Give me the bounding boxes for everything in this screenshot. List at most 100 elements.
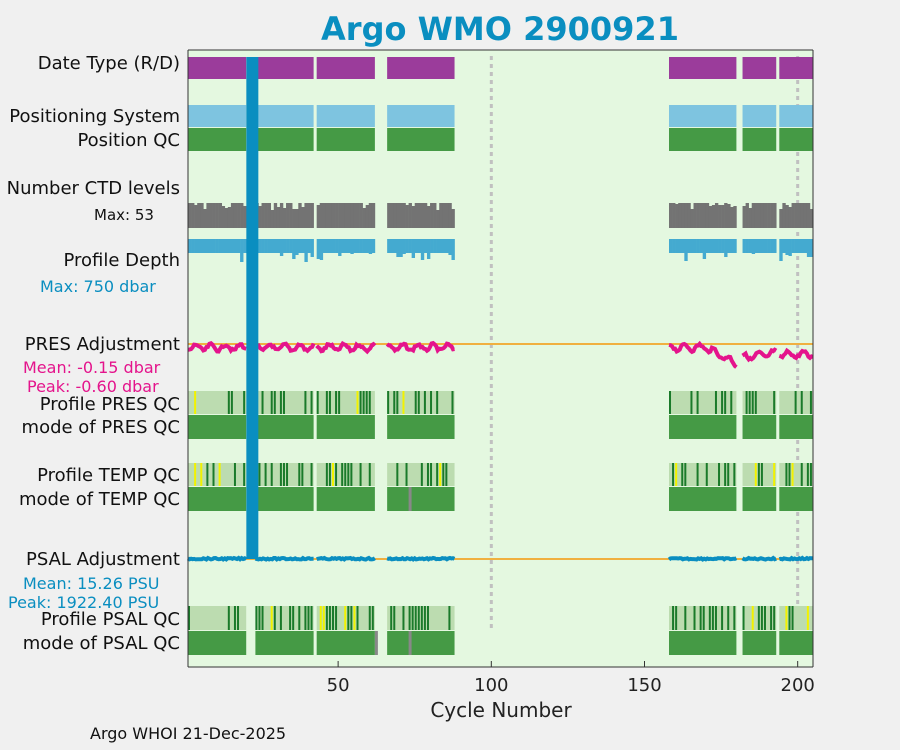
profile-pres-qc-cycle: [714, 391, 717, 414]
profile-temp-qc-cycle: [733, 463, 736, 486]
profile-depth-bar: [794, 239, 798, 253]
profile-pres-qc-cycle: [396, 391, 399, 414]
profile-psal-qc-cycle: [273, 606, 276, 630]
ctd-level-bar: [322, 203, 327, 228]
profile-pres-qc-cycle: [724, 391, 727, 414]
ctd-level-bar: [356, 203, 360, 228]
profile-psal-qc-cycle: [298, 606, 301, 630]
ctd-level-bar: [402, 203, 406, 228]
date-type-bar: [188, 57, 247, 79]
profile-depth-bar: [408, 239, 412, 253]
profile-psal-qc-cycle: [733, 606, 736, 630]
profile-depth-bar: [237, 239, 241, 253]
profile-psal-qc-cycle: [331, 606, 334, 630]
profile-temp-qc-cycle: [754, 463, 757, 486]
ctd-level-bar: [693, 203, 697, 228]
profile-depth-bar: [307, 239, 311, 253]
profile-depth-bar: [316, 239, 321, 259]
profile-pres-qc-cycle: [359, 391, 362, 414]
mode-temp-qc-bar: [387, 487, 455, 511]
label-positioning-system: Positioning System: [9, 106, 180, 127]
plot-area: [188, 50, 813, 667]
ctd-level-bar: [188, 203, 192, 228]
ctd-level-bar: [699, 203, 704, 228]
ctd-level-bar: [417, 203, 422, 228]
ctd-level-bar: [794, 203, 798, 228]
mode-psal-qc-bar: [387, 631, 455, 655]
pres-adjustment-line: [778, 347, 814, 361]
profile-psal-qc-cycle: [742, 606, 745, 630]
profile-temp-qc-cycle: [264, 463, 267, 486]
ctd-level-bar: [221, 206, 226, 228]
label-profile-psal-qc: Profile PSAL QC: [40, 609, 180, 630]
profile-temp-qc-cycle: [194, 463, 197, 486]
profile-psal-qc-cycle: [307, 606, 310, 630]
ctd-level-bar: [705, 203, 710, 228]
ctd-level-bar: [797, 203, 802, 228]
profile-depth-bar: [322, 239, 327, 253]
profile-depth-bar: [693, 239, 697, 253]
profile-depth-bar: [800, 239, 805, 253]
ctd-level-bar: [292, 209, 296, 228]
ctd-level-bar: [773, 203, 777, 228]
profile-pres-qc-cycle: [754, 391, 757, 414]
profile-psal-qc-cycle: [335, 606, 338, 630]
profile-depth-bar: [788, 239, 792, 256]
profile-depth-bar: [757, 239, 762, 253]
date-type-bar: [387, 57, 455, 79]
label-date-type: Date Type (R/D): [37, 53, 180, 74]
profile-depth-bar: [669, 239, 673, 253]
profile-depth-bar: [396, 239, 400, 257]
label-mode-psal-qc: mode of PSAL QC: [22, 633, 180, 654]
mode-temp-qc-bar: [669, 487, 737, 511]
profile-pres-qc-base: [669, 391, 737, 414]
profile-psal-qc-cycle: [390, 606, 393, 630]
ctd-level-bar: [445, 203, 449, 228]
ctd-level-bar: [420, 203, 425, 228]
ctd-level-bar: [757, 203, 762, 228]
profile-depth-bar: [672, 239, 676, 253]
profile-depth-bar: [233, 239, 238, 253]
ctd-level-bar: [745, 203, 749, 228]
profile-temp-qc-cycle: [773, 463, 776, 486]
profile-psal-qc-cycle: [426, 606, 429, 630]
profile-temp-qc-cycle: [206, 463, 209, 486]
ctd-level-bar: [344, 203, 348, 228]
x-tick-label: 150: [627, 675, 661, 696]
ctd-level-bar: [347, 203, 351, 228]
profile-temp-qc-cycle: [286, 463, 289, 486]
profile-pres-qc-cycle: [669, 391, 672, 414]
profile-depth-bar: [371, 239, 376, 253]
profile-depth-bar: [338, 239, 342, 256]
profile-depth-bar: [748, 239, 753, 253]
x-tick-label: 50: [327, 675, 350, 696]
ctd-level-bar: [227, 207, 232, 228]
profile-temp-qc-cycle: [243, 463, 246, 486]
ctd-level-bar: [727, 204, 731, 228]
profile-depth-bar: [365, 239, 370, 253]
ctd-level-bar: [721, 205, 725, 228]
profile-depth-bar: [448, 239, 452, 255]
ctd-level-bar: [218, 203, 223, 228]
ctd-level-bar: [800, 203, 805, 228]
ctd-level-bar: [325, 203, 330, 228]
ctd-level-bar: [393, 203, 397, 228]
profile-temp-qc-cycle: [350, 463, 353, 486]
profile-psal-qc-cycle: [353, 606, 356, 630]
ctd-level-bar: [433, 203, 437, 228]
ctd-level-bar: [708, 206, 713, 228]
ctd-level-bar: [678, 203, 682, 228]
profile-depth-bar: [270, 239, 275, 253]
profile-depth-bar: [417, 239, 422, 253]
profile-temp-qc-cycle: [347, 463, 350, 486]
profile-depth-bar: [292, 239, 296, 259]
ctd-level-bar: [748, 208, 753, 228]
profile-depth-bar: [203, 239, 207, 253]
profile-pres-qc-cycle: [243, 391, 246, 414]
ctd-level-bar: [298, 203, 302, 228]
profile-pres-qc-cycle: [261, 391, 264, 414]
profile-pres-qc-cycle: [423, 391, 426, 414]
profile-temp-qc-base: [779, 463, 813, 486]
profile-pres-qc-cycle: [230, 391, 233, 414]
profile-temp-qc-cycle: [258, 463, 261, 486]
